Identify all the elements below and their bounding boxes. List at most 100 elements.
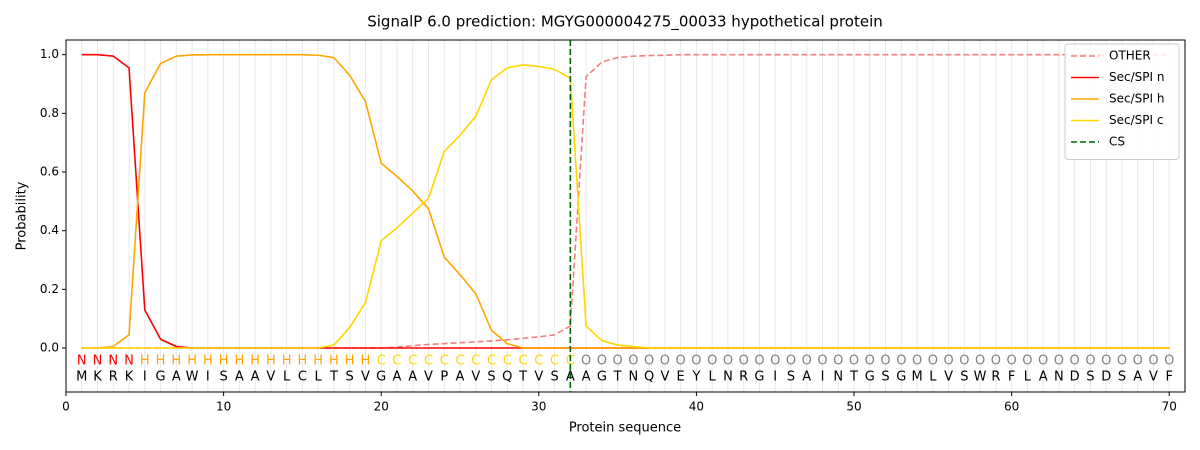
region-label: O (691, 354, 701, 369)
residue-label: I (206, 370, 210, 385)
region-label: O (754, 354, 764, 369)
residue-label: W (186, 370, 199, 385)
residue-label: S (550, 370, 558, 385)
residue-label: C (298, 370, 307, 385)
legend-box (1064, 43, 1180, 160)
residue-label: T (849, 370, 858, 385)
residue-label: F (1165, 370, 1172, 385)
residue-label: A (1133, 370, 1142, 385)
region-label: H (171, 354, 181, 369)
region-label: C (424, 354, 433, 369)
legend-label: Sec/SPI h (1109, 92, 1164, 106)
region-label: H (313, 354, 323, 369)
residue-label: G (896, 370, 906, 385)
residue-label: F (1008, 370, 1015, 385)
region-label: H (203, 354, 213, 369)
chart-title: SignalP 6.0 prediction: MGYG000004275_00… (367, 13, 883, 32)
region-label: O (1085, 354, 1095, 369)
region-label: O (817, 354, 827, 369)
residue-label: V (266, 370, 275, 385)
residue-label: S (346, 370, 354, 385)
region-label: O (739, 354, 749, 369)
residue-label: A (456, 370, 465, 385)
region-label: H (187, 354, 197, 369)
region-label: O (613, 354, 623, 369)
region-label: N (124, 354, 134, 369)
series-line (81, 53, 1170, 349)
residue-label: L (315, 370, 323, 385)
x-tick-label: 10 (216, 400, 231, 414)
legend-label: CS (1109, 135, 1125, 149)
residue-label: G (597, 370, 607, 385)
region-label: O (1070, 354, 1080, 369)
region-label: C (519, 354, 528, 369)
y-tick-label: 0.2 (40, 282, 59, 296)
y-tick-label: 1.0 (40, 47, 59, 61)
residue-label: D (1101, 370, 1111, 385)
region-label: O (676, 354, 686, 369)
region-label: O (912, 354, 922, 369)
region-label: O (928, 354, 938, 369)
region-label: O (1022, 354, 1032, 369)
residue-label: N (723, 370, 733, 385)
residue-label: A (172, 370, 181, 385)
y-axis-label: Probability (15, 181, 30, 250)
residue-label: L (1024, 370, 1032, 385)
residue-label: N (833, 370, 843, 385)
residue-label: A (1039, 370, 1048, 385)
residue-label: V (361, 370, 370, 385)
y-tick-label: 0.8 (40, 106, 59, 120)
y-tick-label: 0.0 (40, 341, 59, 355)
x-axis-label: Protein sequence (569, 421, 681, 436)
region-label: O (991, 354, 1001, 369)
residue-label: S (1086, 370, 1094, 385)
residue-label: Q (502, 370, 512, 385)
series-line (81, 53, 1170, 349)
residue-label: S (219, 370, 227, 385)
region-label: H (361, 354, 371, 369)
x-tick-label: 20 (374, 400, 389, 414)
legend-label: Sec/SPI n (1109, 70, 1164, 84)
residue-label: G (376, 370, 386, 385)
residue-label: V (660, 370, 669, 385)
x-tick-label: 0 (62, 400, 70, 414)
residue-label: D (1070, 370, 1080, 385)
region-label: H (266, 354, 276, 369)
region-label: H (298, 354, 308, 369)
residue-label: R (109, 370, 118, 385)
residue-label: V (534, 370, 543, 385)
residue-label: N (1054, 370, 1064, 385)
residue-label: Y (691, 370, 700, 385)
region-label: H (234, 354, 244, 369)
region-label: O (975, 354, 985, 369)
region-label: C (503, 354, 512, 369)
region-label: C (377, 354, 386, 369)
residue-label: L (283, 370, 291, 385)
region-label: O (896, 354, 906, 369)
residue-label: K (93, 370, 102, 385)
residue-label: S (787, 370, 795, 385)
region-label: N (77, 354, 87, 369)
region-label: O (581, 354, 591, 369)
residue-label: A (802, 370, 811, 385)
residue-label: A (393, 370, 402, 385)
residue-label: V (471, 370, 480, 385)
region-label: O (1148, 354, 1158, 369)
series-line (81, 53, 1170, 349)
region-label: O (707, 354, 717, 369)
residue-label: T (518, 370, 527, 385)
residue-label: A (582, 370, 591, 385)
region-label: O (802, 354, 812, 369)
x-tick-label: 60 (1004, 400, 1019, 414)
residue-label: Q (644, 370, 654, 385)
region-label: C (455, 354, 464, 369)
residue-label: V (424, 370, 433, 385)
residue-label: V (944, 370, 953, 385)
residue-label: V (1149, 370, 1158, 385)
residue-label: N (629, 370, 639, 385)
residue-label: A (408, 370, 417, 385)
residue-label: K (125, 370, 134, 385)
region-label: H (329, 354, 339, 369)
region-label: C (550, 354, 559, 369)
